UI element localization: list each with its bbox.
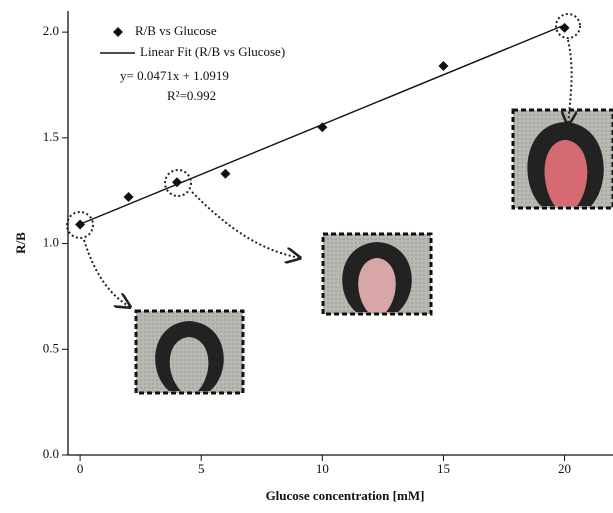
- legend-label: Linear Fit (R/B vs Glucose): [140, 44, 285, 59]
- point: [172, 177, 182, 188]
- x-tick-label: 20: [558, 461, 571, 476]
- point: [75, 219, 86, 230]
- y-tick-label: 0.0: [43, 446, 59, 461]
- point: [438, 60, 449, 71]
- x-axis-title: Glucose concentration [mM]: [266, 488, 425, 503]
- x-tick-label: 5: [198, 461, 205, 476]
- point: [317, 122, 328, 133]
- y-tick-label: 0.5: [43, 340, 59, 355]
- point: [123, 192, 134, 203]
- x-tick-label: 15: [437, 461, 450, 476]
- y-tick-label: 1.0: [43, 235, 59, 250]
- insets: [134, 108, 613, 395]
- y-tick-label: 2.0: [43, 23, 59, 38]
- x-tick-label: 10: [316, 461, 329, 476]
- fit-r2: R²=0.992: [167, 88, 216, 103]
- point: [220, 168, 231, 179]
- x-tick-label: 0: [77, 461, 84, 476]
- legend-label: R/B vs Glucose: [135, 23, 217, 38]
- callouts: [66, 13, 581, 307]
- point: [559, 22, 570, 33]
- y-axis-title: R/B: [13, 232, 28, 254]
- y-tick-label: 1.5: [43, 129, 59, 144]
- legend-marker: [113, 27, 123, 37]
- fit-equation: y= 0.0471x + 1.0919: [120, 68, 229, 83]
